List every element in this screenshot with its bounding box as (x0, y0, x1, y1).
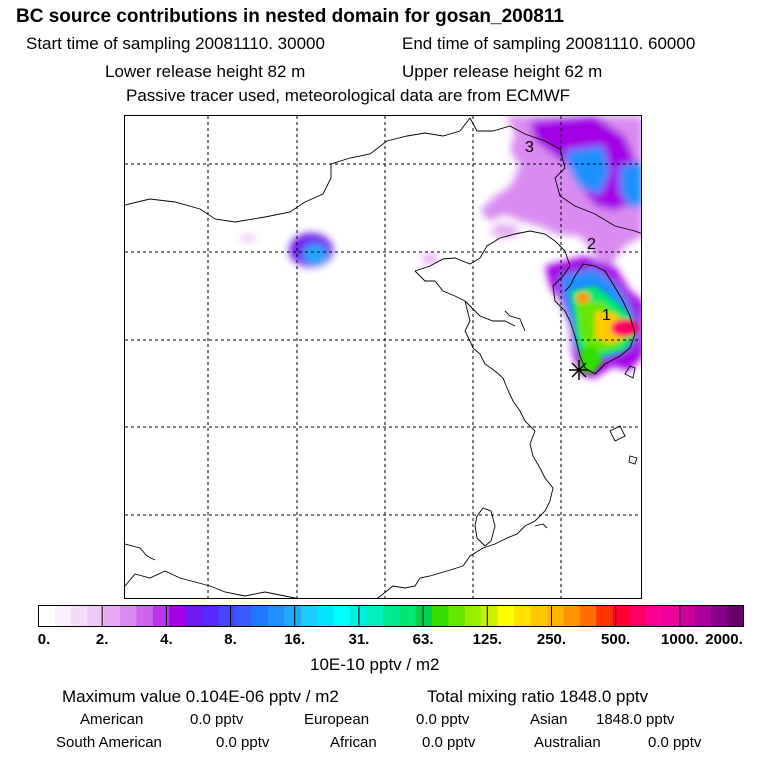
region-value: 0.0 pptv (648, 734, 702, 751)
color-scale-tick-label: 0. (37, 631, 51, 648)
region-value: 1848.0 pptv (596, 711, 675, 728)
map-label-2: 2 (587, 236, 596, 253)
color-scale-swatch (300, 605, 318, 627)
color-scale-swatch (251, 605, 269, 627)
receptor-marker (569, 360, 589, 380)
color-scale-swatch (432, 605, 449, 627)
color-scale-border (38, 605, 744, 627)
color-scale-swatch (152, 605, 170, 627)
color-scale-tick-label: 16. (284, 631, 306, 648)
region-name: Australian (534, 734, 601, 751)
color-scale-tick-label: 8. (224, 631, 237, 648)
color-scale-swatch (382, 605, 400, 627)
color-scale-swatch (661, 605, 679, 627)
color-scale-swatch (70, 605, 88, 627)
lower-release-label: Lower release height 82 m (105, 62, 306, 81)
color-scale-swatch (694, 605, 712, 627)
color-scale-swatch (169, 605, 187, 627)
color-scale-swatch (563, 605, 581, 627)
color-scale-swatch (497, 605, 515, 627)
map-label-1: 1 (602, 307, 611, 324)
concentration-plume (240, 116, 641, 378)
region-value: 0.0 pptv (422, 734, 476, 751)
color-scale-swatch (284, 605, 302, 627)
color-scale-tick-label: 2000. (705, 631, 743, 648)
color-scale-swatch (596, 605, 614, 627)
start-time-label: Start time of sampling 20081110. 30000 (26, 34, 325, 53)
region-name: American (80, 711, 144, 728)
total-mixing-label: Total mixing ratio 1848.0 pptv (427, 687, 649, 706)
color-scale-swatch (415, 605, 433, 627)
map-title: BC source contributions in nested domain… (16, 6, 564, 27)
color-scale-swatch (464, 605, 482, 627)
region-value: 0.0 pptv (416, 711, 470, 728)
color-scale-tick-label: 500. (601, 631, 631, 648)
color-scale-swatch (399, 605, 417, 627)
color-scale-swatch (366, 605, 384, 627)
color-scale-swatch (645, 605, 663, 627)
region-name: European (304, 711, 370, 728)
color-scale-swatch (530, 605, 548, 627)
color-scale-swatch (317, 605, 335, 627)
color-scale-swatch (87, 605, 105, 627)
color-scale-swatch (629, 605, 646, 627)
max-value-label: Maximum value 0.104E-06 pptv / m2 (62, 687, 339, 706)
map-canvas: 1 2 3 (125, 116, 641, 598)
color-scale-swatch (103, 605, 121, 627)
color-scale-tick-label: 2. (95, 631, 109, 648)
color-scale-swatch (546, 605, 564, 627)
region-name: South American (56, 734, 162, 751)
upper-release-label: Upper release height 62 m (402, 62, 603, 81)
color-scale-tick-label: 4. (160, 631, 173, 648)
color-scale-swatch (185, 605, 203, 627)
color-scale-swatch (136, 605, 154, 627)
color-scale-bar (38, 605, 744, 627)
color-scale-swatch (202, 605, 220, 627)
color-scale-swatch (218, 605, 236, 627)
lat-lon-grid (125, 116, 641, 598)
color-scale-tick-label: 31. (348, 631, 370, 648)
end-time-label: End time of sampling 20081110. 60000 (402, 34, 696, 53)
color-scale-swatch (678, 605, 696, 627)
color-scale-swatch (612, 605, 630, 627)
color-scale-tick-label: 63. (412, 631, 434, 648)
region-name: Asian (530, 711, 568, 728)
color-scale-swatch (448, 605, 466, 627)
color-scale-swatch (38, 605, 55, 627)
color-scale-unit: 10E-10 pptv / m2 (310, 655, 440, 674)
map-label-3: 3 (525, 139, 534, 156)
color-scale-tick-label: 125. (472, 631, 502, 648)
color-scale-swatch (267, 605, 285, 627)
color-scale-swatch (579, 605, 597, 627)
region-name: African (330, 734, 377, 751)
color-scale-swatch (120, 605, 138, 627)
map-panel: 1 2 3 (124, 115, 642, 599)
color-scale-swatch (481, 605, 499, 627)
color-scale-tick-label: 250. (536, 631, 567, 648)
color-scale-swatch (514, 605, 532, 627)
region-value: 0.0 pptv (216, 734, 270, 751)
color-scale-swatch (727, 605, 744, 627)
color-scale-swatch (333, 605, 351, 627)
coastlines (125, 117, 641, 598)
color-scale-swatch (711, 605, 729, 627)
tracer-note: Passive tracer used, meteorological data… (126, 86, 571, 105)
color-scale-swatch (235, 605, 252, 627)
region-value: 0.0 pptv (190, 711, 244, 728)
color-scale-tick-label: 1000. (661, 631, 699, 648)
color-scale-swatch (54, 605, 72, 627)
